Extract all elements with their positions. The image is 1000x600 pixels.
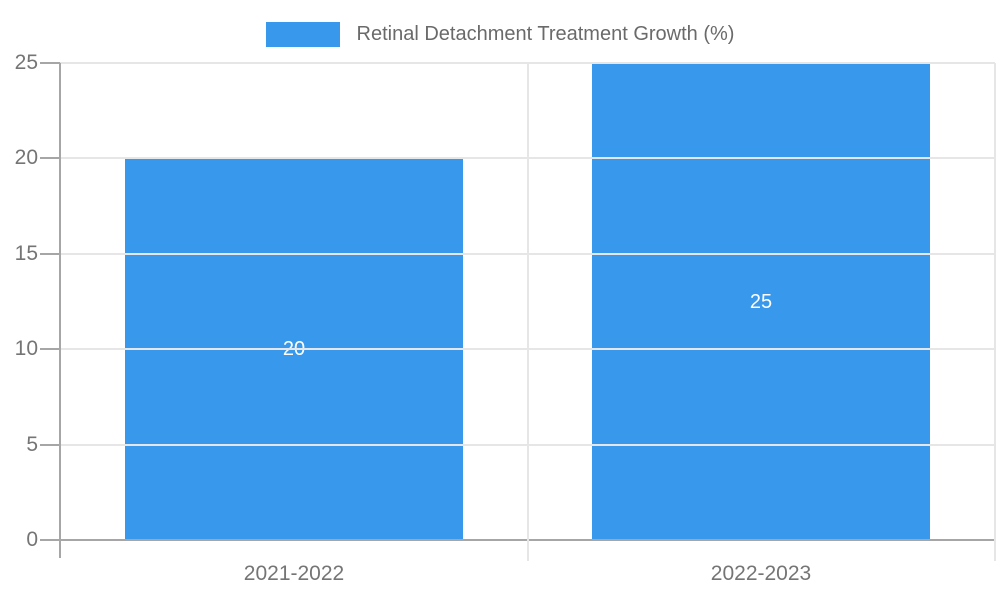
y-tick-mark	[40, 157, 60, 160]
category-boundary-line	[994, 63, 996, 561]
y-tick-label: 25	[14, 51, 38, 74]
y-tick-label: 0	[26, 528, 38, 551]
h-gridline	[40, 62, 995, 64]
y-tick-mark	[40, 62, 60, 64]
y-tick-label: 20	[14, 146, 38, 170]
legend-swatch-icon	[265, 22, 340, 47]
h-gridline	[40, 443, 995, 446]
x-tick-label: 2022-2023	[710, 562, 812, 585]
category-boundary-line	[526, 63, 529, 561]
x-axis-baseline	[40, 539, 995, 541]
bar-value-label: 25	[749, 291, 773, 313]
x-tick-label: 2021-2022	[243, 562, 345, 585]
h-gridline	[40, 157, 995, 160]
y-axis-line	[59, 63, 61, 558]
bar	[592, 63, 930, 540]
legend-label: Retinal Detachment Treatment Growth (%)	[356, 23, 735, 45]
y-tick-mark	[40, 252, 60, 255]
y-tick-mark	[40, 443, 60, 446]
y-tick-label: 10	[14, 337, 38, 361]
h-gridline	[40, 348, 995, 351]
y-tick-label: 5	[26, 432, 38, 456]
chart-legend: Retinal Detachment Treatment Growth (%)	[0, 22, 1000, 47]
y-tick-mark	[40, 539, 60, 541]
h-gridline	[40, 252, 995, 255]
y-tick-mark	[40, 348, 60, 351]
y-tick-label: 15	[14, 241, 38, 265]
